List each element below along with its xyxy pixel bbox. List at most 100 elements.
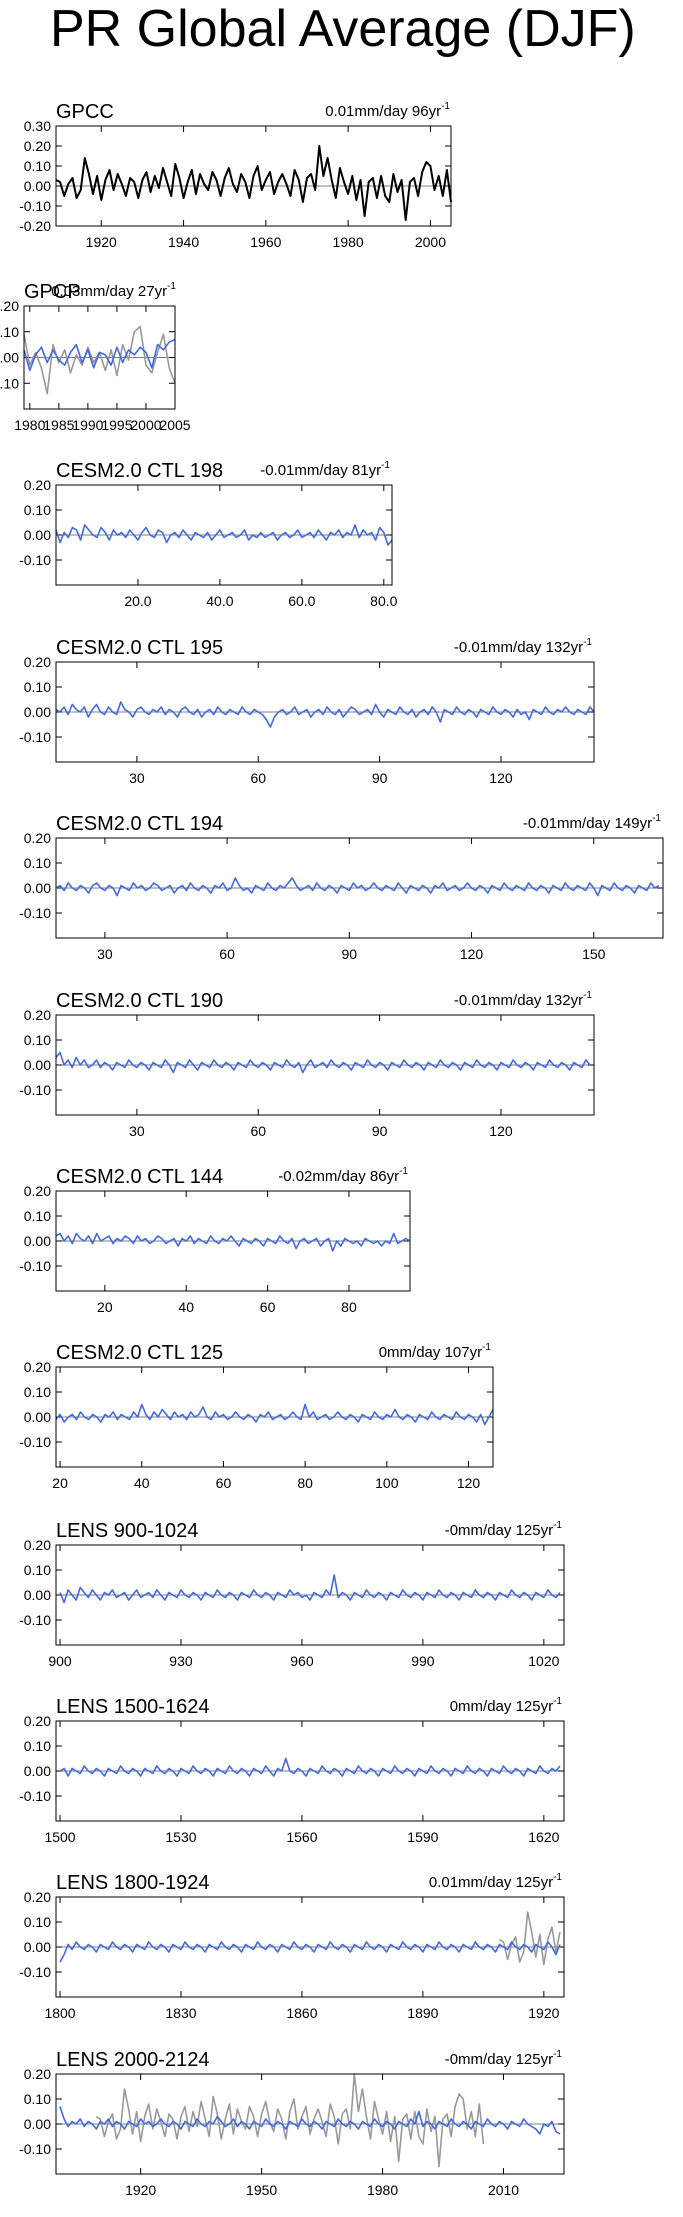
x-tick-label: 2000 [130,417,161,433]
x-tick-label: 1920 [125,2182,156,2198]
x-tick-label: 30 [97,946,113,962]
panel-title: LENS 2000-2124 [56,2049,209,2071]
x-tick-label: 1500 [44,1829,75,1845]
series-line-model [23,338,176,372]
trend-value: 0.03mm/day 27yr [51,283,167,300]
trend-value: -0.02mm/day 86yr [278,1168,399,1185]
panel-gpcc: GPCC 0.01mm/day 96yr-1 -0.20 -0.10 0.00 0.10 0… [19,101,452,250]
trend-label: 0.01mm/day 125yr-1 [429,1872,563,1891]
x-tick-label: 2005 [159,417,190,433]
series-line-obs [499,1911,561,1966]
x-tick-label: 40.0 [206,593,233,609]
x-tick-label: 60 [219,946,235,962]
plot-frame [55,1014,595,1116]
series-line-model [55,877,660,897]
trend-label: -0.02mm/day 86yr-1 [278,1166,408,1185]
panel-title: GPCP [24,281,81,303]
trend-exponent: -1 [652,813,661,824]
x-tick-label: 80 [341,1299,357,1315]
x-tick-label: 1995 [101,417,132,433]
y-tick-label: 0.10 [24,1208,51,1224]
x-tick-label: 1920 [86,234,117,250]
plot-frame [55,661,595,763]
series-line-model [59,2106,561,2135]
x-tick-label: 1960 [250,234,281,250]
plot-frame [55,837,664,939]
y-tick-label: -0.10 [19,198,51,214]
y-tick-label: 0.00 [24,880,51,896]
plot-frame [55,1544,565,1646]
y-tick-label: 0.00 [24,1587,51,1603]
panel-title: CESM2.0 CTL 194 [56,813,223,835]
trend-value: 0.01mm/day 96yr [325,103,441,120]
series-line-obs [95,2073,485,2168]
y-tick-label: 0.20 [24,138,51,154]
x-tick-label: 1590 [407,1829,438,1845]
trend-value: -0.01mm/day 132yr [454,992,583,1009]
series-line-model [55,1051,591,1074]
trend-value: -0.01mm/day 132yr [454,639,583,656]
panel-cesm2-0-ctl-190: CESM2.0 CTL 190 -0.01mm/day 132yr-1 -0.10 0… [19,990,595,1139]
trend-label: -0.01mm/day 149yr-1 [523,813,662,832]
trend-exponent: -1 [553,1872,562,1883]
panel-title: CESM2.0 CTL 190 [56,990,223,1012]
x-tick-label: 20 [97,1299,113,1315]
trend-exponent: -1 [583,990,592,1001]
trend-label: -0mm/day 125yr-1 [445,2049,563,2068]
panel-title: CESM2.0 CTL 198 [56,460,223,482]
y-tick-label: 0.20 [24,1713,51,1729]
y-tick-label: 0.20 [24,1183,51,1199]
panel-cesm2-0-ctl-194: CESM2.0 CTL 194 -0.01mm/day 149yr-1 -0.10 0… [19,813,664,962]
x-tick-label: 1860 [286,2005,317,2021]
plot-frame [55,1190,411,1292]
y-tick-label: 0.30 [24,118,51,134]
trend-label: -0.01mm/day 81yr-1 [260,460,390,479]
y-tick-label: 0.10 [24,158,51,174]
series-line-model [59,1941,561,1963]
y-tick-label: 0.00 [24,1763,51,1779]
x-tick-label: 960 [290,1653,314,1669]
x-tick-label: 2000 [415,234,446,250]
x-tick-label: 1980 [14,417,45,433]
trend-value: -0.01mm/day 149yr [523,815,652,832]
plot-frame [55,125,452,227]
x-tick-label: 90 [372,1123,388,1139]
x-tick-label: 2010 [488,2182,519,2198]
y-tick-label: -0.10 [19,1258,51,1274]
series-line-model [59,1757,561,1777]
y-tick-label: -0.20 [19,218,51,234]
y-tick-label: -0.10 [19,2141,51,2157]
x-tick-label: 90 [342,946,358,962]
y-tick-label: 0.20 [24,830,51,846]
y-tick-label: -0.10 [19,1964,51,1980]
y-tick-label: 0.20 [24,1537,51,1553]
y-tick-label: 0.00 [24,1233,51,1249]
y-tick-label: -0.10 [19,552,51,568]
page-title: PR Global Average (DJF) [50,0,636,58]
y-tick-label: 0.00 [24,178,51,194]
series-line-gpcc [55,145,452,221]
x-tick-label: 1800 [44,2005,75,2021]
trend-exponent: -1 [482,1342,491,1353]
y-tick-label: 0.10 [24,1914,51,1930]
x-tick-label: 1530 [165,1829,196,1845]
panel-title: LENS 1800-1924 [56,1872,209,1894]
x-tick-label: 120 [489,770,513,786]
y-tick-label: 0.10 [0,324,19,340]
y-tick-label: 0.20 [24,1889,51,1905]
trend-exponent: -1 [553,1520,562,1531]
y-tick-label: 0.20 [0,298,19,314]
y-tick-label: 0.20 [24,1007,51,1023]
y-tick-label: 0.00 [24,527,51,543]
y-tick-label: 0.10 [24,2091,51,2107]
trend-label: -0.01mm/day 132yr-1 [454,637,593,656]
y-tick-label: 0.20 [24,654,51,670]
x-tick-label: 30 [129,1123,145,1139]
y-tick-label: 0.00 [24,1939,51,1955]
trend-value: 0mm/day 125yr [450,1698,553,1715]
y-tick-label: 0.10 [24,1738,51,1754]
panel-cesm2-0-ctl-198: CESM2.0 CTL 198 -0.01mm/day 81yr-1 -0.10 0.… [19,460,398,609]
plot-frame [55,1720,565,1822]
y-tick-label: -0.10 [19,1612,51,1628]
panel-lens-900-1024: LENS 900-1024 -0mm/day 125yr-1 -0.10 0.00 0.… [19,1520,565,1669]
